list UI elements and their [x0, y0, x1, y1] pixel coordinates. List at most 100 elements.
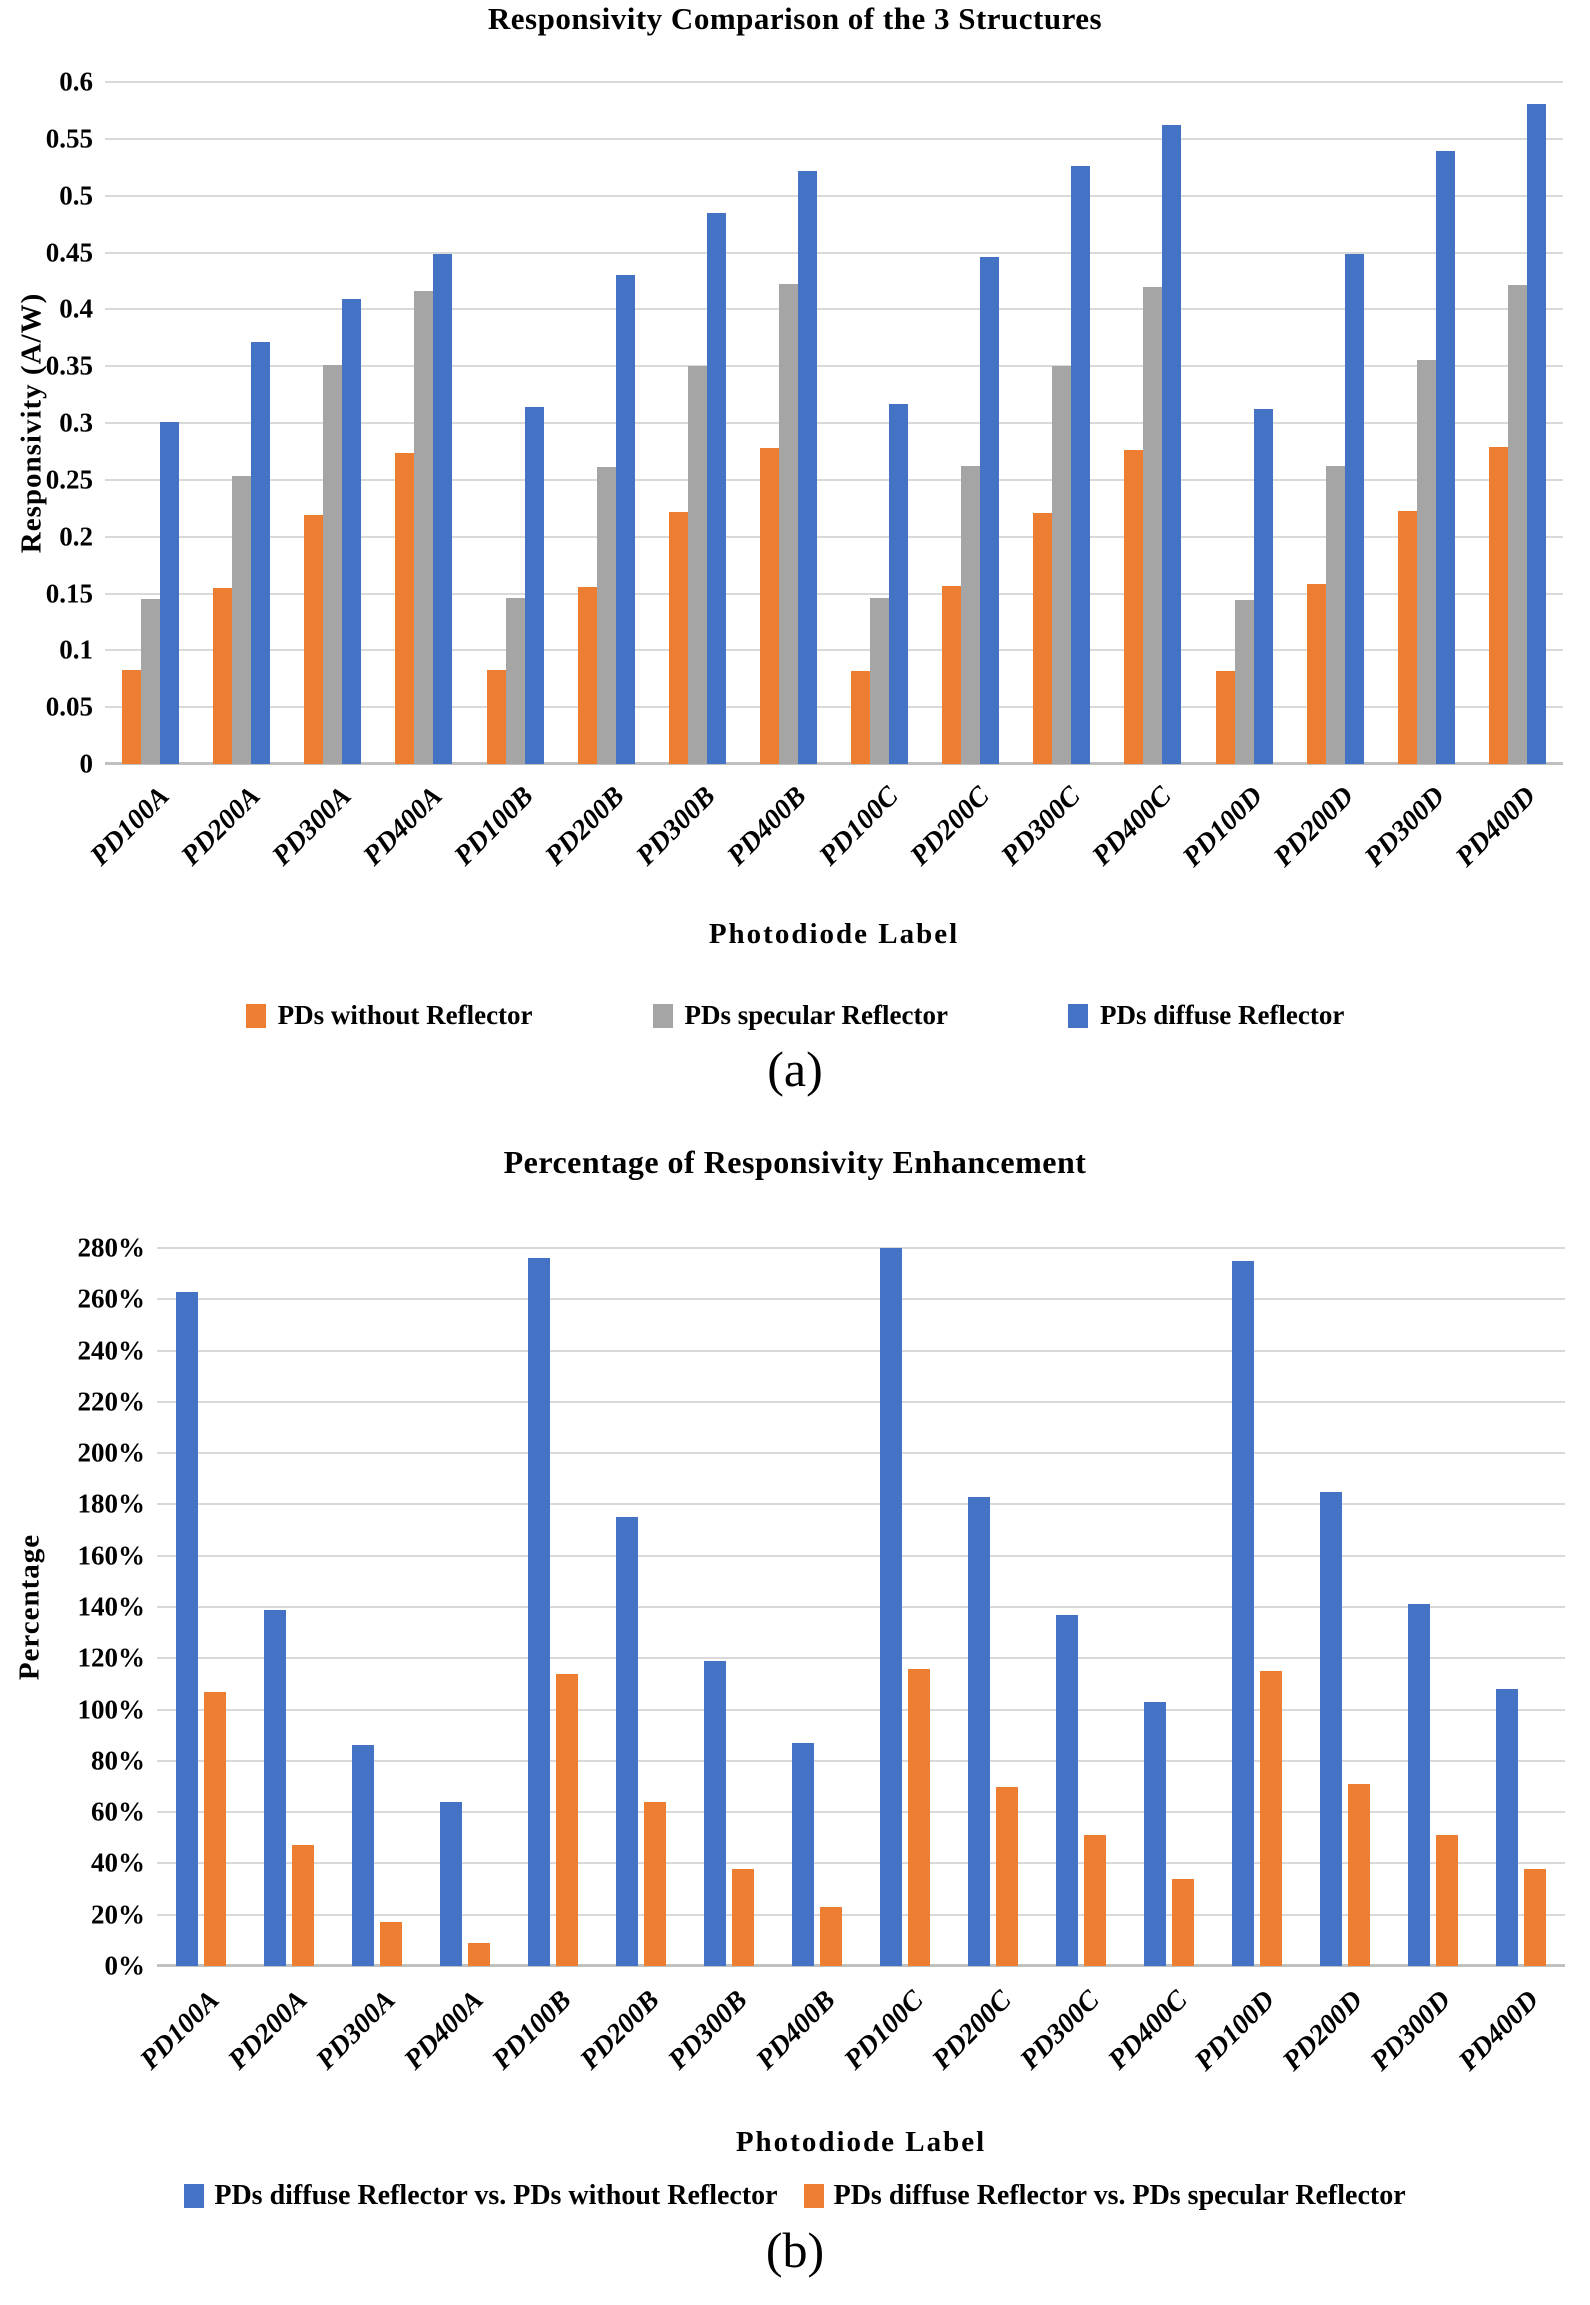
x-tick-label: PD300B	[662, 1984, 754, 2076]
orange-bar-PD300B	[668, 511, 688, 764]
legend-swatch-orange	[803, 2184, 824, 2208]
x-tick-label: PD100C	[838, 1984, 930, 2076]
blue-bar-PD100B	[524, 407, 544, 764]
blue-bar-PD400B	[797, 170, 817, 764]
bar-group-PD400A	[421, 1248, 509, 1966]
blue-bar-PD200B	[616, 1517, 638, 1966]
y-tick-label: 220%	[77, 1386, 146, 1417]
chart-b-y-axis-title: Percentage	[13, 1533, 46, 1681]
y-tick-label: 160%	[77, 1540, 146, 1571]
blue-bar-PD100A	[176, 1291, 198, 1966]
blue-bar-PD200C	[968, 1496, 990, 1966]
orange-bar-PD400A	[395, 452, 415, 764]
blue-bar-PD100C	[880, 1248, 902, 1966]
legend-swatch-orange	[245, 1003, 266, 1028]
bar-group-PD100C	[861, 1248, 949, 1966]
blue-bar-PD100B	[528, 1258, 550, 1966]
gridline	[157, 1708, 1565, 1711]
gridline	[157, 1503, 1565, 1506]
x-tick-label: PD200B	[539, 780, 631, 872]
y-tick-label: 0%	[104, 1950, 146, 1981]
blue-bar-PD100D	[1253, 409, 1273, 764]
x-tick-label: PD300C	[1014, 1984, 1106, 2076]
orange-bar-PD100C	[908, 1668, 930, 1966]
x-tick-label: PD300C	[995, 780, 1087, 872]
gridline	[105, 535, 1563, 538]
gridline	[105, 365, 1563, 368]
bar-group-PD400C	[1125, 1248, 1213, 1966]
x-tick-label: PD400B	[721, 780, 813, 872]
responsivity-enhancement-chart: Percentage of Responsivity Enhancement P…	[0, 1128, 1590, 2305]
panel-a-label: (a)	[767, 1041, 823, 1097]
bar-group-PD100D	[1213, 1248, 1301, 1966]
gridline	[157, 1913, 1565, 1916]
gridline	[157, 1554, 1565, 1557]
gray-bar-PD200A	[232, 476, 252, 764]
x-axis-line	[157, 1964, 1565, 1967]
gray-bar-PD400B	[778, 284, 798, 764]
legend-item: PDs diffuse Reflector vs. PDs without Re…	[184, 2180, 778, 2212]
gridline	[157, 1247, 1565, 1249]
gridline	[105, 137, 1563, 140]
legend-item: PDs diffuse Reflector vs. PDs specular R…	[803, 2180, 1406, 2212]
bar-group-PD400C	[1107, 82, 1198, 764]
orange-bar-PD100A	[122, 669, 142, 764]
blue-bar-PD200C	[980, 257, 1000, 764]
orange-bar-PD200A	[292, 1845, 314, 1966]
bar-group-PD200B	[597, 1248, 685, 1966]
blue-bar-PD300A	[342, 299, 362, 764]
gray-bar-PD400D	[1507, 285, 1527, 764]
y-tick-label: 0.15	[45, 578, 93, 608]
gray-bar-PD100A	[141, 599, 161, 764]
legend-label: PDs specular Reflector	[684, 1000, 948, 1030]
bar-group-PD400D	[1472, 82, 1563, 764]
bar-group-PD200D	[1290, 82, 1381, 764]
x-tick-label: PD200B	[574, 1984, 666, 2076]
legend-swatch-blue	[184, 2184, 205, 2208]
orange-bar-PD200C	[996, 1786, 1018, 1966]
bar-group-PD300D	[1381, 82, 1472, 764]
bar-group-PD300B	[652, 82, 743, 764]
bar-group-PD300A	[287, 82, 378, 764]
bar-group-PD200C	[925, 82, 1016, 764]
x-tick-label: PD100B	[486, 1984, 578, 2076]
orange-bar-PD300A	[380, 1922, 402, 1966]
orange-bar-PD300A	[304, 515, 324, 764]
y-tick-label: 0.1	[59, 634, 93, 665]
x-tick-label: PD100D	[1189, 1984, 1282, 2077]
legend-label: PDs diffuse Reflector vs. PDs specular R…	[833, 2180, 1406, 2211]
gridline	[157, 1811, 1565, 1814]
blue-bar-PD300A	[352, 1745, 374, 1966]
orange-bar-PD400B	[820, 1907, 842, 1966]
gridline	[105, 649, 1563, 652]
y-tick-label: 0	[79, 748, 94, 779]
legend-swatch-blue	[1067, 1003, 1088, 1028]
gray-bar-PD400C	[1143, 286, 1163, 764]
chart-b-x-axis-title: Photodiode Label	[735, 2126, 987, 2158]
x-tick-label: PD400D	[1453, 1984, 1546, 2077]
gridline	[157, 1759, 1565, 1762]
x-tick-label: PD200A	[174, 780, 267, 872]
bar-group-PD300C	[1016, 82, 1107, 764]
orange-bar-PD400C	[1172, 1878, 1194, 1966]
orange-bar-PD400D	[1524, 1868, 1546, 1966]
orange-bar-PD100A	[204, 1691, 226, 1966]
x-tick-label: PD100A	[134, 1984, 226, 2076]
bar-group-PD300C	[1037, 1248, 1125, 1966]
x-tick-label: PD200C	[903, 780, 996, 872]
x-tick-label: PD200D	[1277, 1984, 1370, 2077]
legend-swatch-gray	[652, 1003, 673, 1028]
bar-group-PD100B	[470, 82, 561, 764]
x-labels: PD100A PD200A PD300A PD400A PD100B PD200B PD30…	[134, 1976, 1565, 2126]
bar-group-PD200C	[949, 1248, 1037, 1966]
y-tick-label: 0.3	[59, 407, 93, 438]
orange-bar-PD400A	[468, 1942, 490, 1966]
y-tick-label: 40%	[91, 1847, 145, 1878]
bar-group-PD200B	[561, 82, 652, 764]
bar-group-PD300D	[1389, 1248, 1477, 1966]
blue-bar-PD400A	[433, 253, 453, 764]
gridline	[157, 1452, 1565, 1455]
blue-bar-PD200D	[1320, 1491, 1342, 1966]
orange-bar-PD300D	[1397, 510, 1417, 764]
plot-area: 0% 20% 40% 60% 80% 100% 120% 140% 160% 180% 200% 22…	[78, 1234, 1565, 1979]
